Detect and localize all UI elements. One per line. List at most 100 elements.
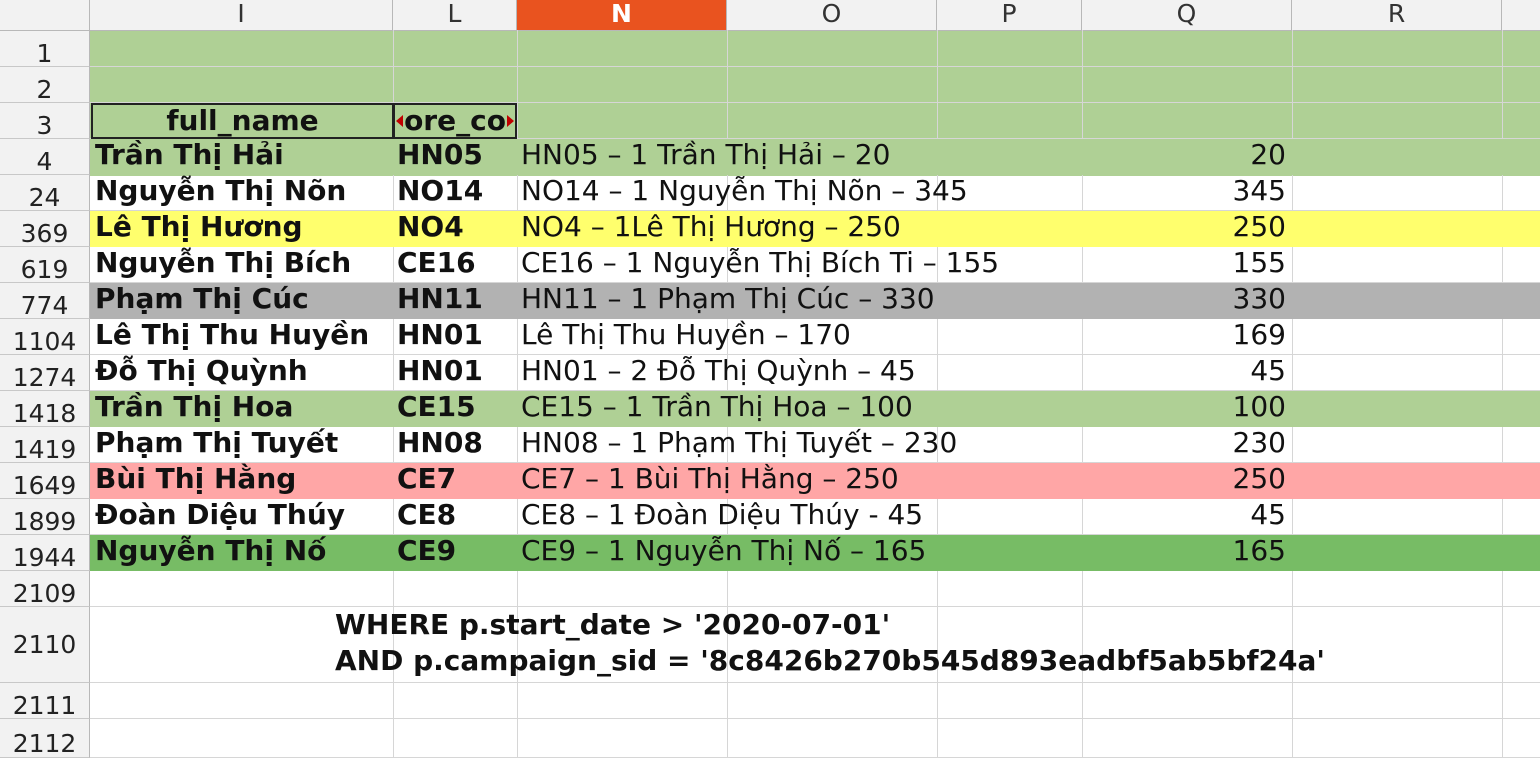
- description-cell[interactable]: CE9 – 1 Nguyễn Thị Nố – 165: [521, 534, 927, 567]
- code-cell[interactable]: HN01: [397, 354, 483, 387]
- value-cell[interactable]: 230: [1232, 426, 1286, 459]
- name-cell[interactable]: Trần Thị Hải: [95, 138, 284, 171]
- name-cell[interactable]: Bùi Thị Hằng: [95, 462, 297, 495]
- row-header[interactable]: 619: [0, 247, 90, 284]
- grid-row: [90, 355, 1540, 391]
- value-cell[interactable]: 250: [1232, 210, 1286, 243]
- row-header[interactable]: 2112: [0, 719, 90, 758]
- grid-row: [90, 427, 1540, 463]
- column-header-q[interactable]: Q: [1082, 0, 1292, 30]
- grid-row: [90, 607, 1540, 683]
- description-cell[interactable]: NO14 – 1 Nguyễn Thị Nõn – 345: [521, 174, 968, 207]
- grid-row: [90, 319, 1540, 355]
- code-cell[interactable]: CE9: [397, 534, 457, 567]
- store-code-header-cell[interactable]: ore_co: [393, 103, 517, 139]
- grid-row: [90, 103, 1540, 139]
- name-cell[interactable]: Nguyễn Thị Nõn: [95, 174, 347, 207]
- description-cell[interactable]: CE7 – 1 Bùi Thị Hằng – 250: [521, 462, 899, 495]
- data-row: [90, 391, 1540, 427]
- name-cell[interactable]: Đoàn Diệu Thúy: [95, 498, 346, 531]
- row-header[interactable]: 1418: [0, 391, 90, 428]
- grid-row: [90, 683, 1540, 719]
- name-cell[interactable]: Phạm Thị Cúc: [95, 282, 309, 315]
- value-cell[interactable]: 169: [1232, 318, 1286, 351]
- value-cell[interactable]: 330: [1232, 282, 1286, 315]
- data-row: [90, 139, 1540, 175]
- row-header[interactable]: 24: [0, 175, 90, 212]
- description-cell[interactable]: CE16 – 1 Nguyễn Thị Bích Ti – 155: [521, 246, 1000, 279]
- grid-row: [90, 67, 1540, 103]
- grid-row: [90, 719, 1540, 758]
- sql-line-1: WHERE p.start_date > '2020-07-01': [335, 608, 891, 641]
- code-cell[interactable]: CE16: [397, 246, 476, 279]
- row-header[interactable]: 1104: [0, 319, 90, 356]
- row-header[interactable]: 3: [0, 103, 90, 140]
- column-header-i[interactable]: I: [90, 0, 393, 30]
- code-cell[interactable]: HN11: [397, 282, 483, 315]
- value-cell[interactable]: 250: [1232, 462, 1286, 495]
- description-cell[interactable]: NO4 – 1Lê Thị Hương – 250: [521, 210, 901, 243]
- select-all-corner[interactable]: [0, 0, 90, 30]
- sql-note[interactable]: WHERE p.start_date > '2020-07-01' AND p.…: [335, 607, 1325, 679]
- code-cell[interactable]: CE7: [397, 462, 457, 495]
- row-header[interactable]: 369: [0, 211, 90, 248]
- row-header[interactable]: 1419: [0, 427, 90, 464]
- row-header[interactable]: 774: [0, 283, 90, 320]
- value-cell[interactable]: 45: [1250, 498, 1286, 531]
- name-cell[interactable]: Phạm Thị Tuyết: [95, 426, 339, 459]
- name-cell[interactable]: Nguyễn Thị Bích: [95, 246, 352, 279]
- description-cell[interactable]: Lê Thị Thu Huyền – 170: [521, 318, 851, 351]
- value-cell[interactable]: 345: [1232, 174, 1286, 207]
- description-cell[interactable]: CE8 – 1 Đoàn Diệu Thúy - 45: [521, 498, 924, 531]
- filter-arrow-right-icon[interactable]: [507, 115, 514, 127]
- description-cell[interactable]: HN11 – 1 Phạm Thị Cúc – 330: [521, 282, 935, 315]
- value-cell[interactable]: 20: [1250, 138, 1286, 171]
- full-name-header-cell[interactable]: full_name: [91, 103, 394, 139]
- column-header-next[interactable]: [1502, 0, 1540, 30]
- column-header-r[interactable]: R: [1292, 0, 1502, 30]
- value-cell[interactable]: 155: [1232, 246, 1286, 279]
- grid-row: [90, 247, 1540, 283]
- name-cell[interactable]: Lê Thị Thu Huyền: [95, 318, 370, 351]
- row-header[interactable]: 1274: [0, 355, 90, 392]
- description-cell[interactable]: HN01 – 2 Đỗ Thị Quỳnh – 45: [521, 354, 916, 387]
- filter-arrow-left-icon[interactable]: [396, 115, 403, 127]
- name-cell[interactable]: Đỗ Thị Quỳnh: [95, 354, 308, 387]
- column-header-o[interactable]: O: [727, 0, 937, 30]
- value-cell[interactable]: 45: [1250, 354, 1286, 387]
- name-cell[interactable]: Nguyễn Thị Nố: [95, 534, 327, 567]
- row-header[interactable]: 1899: [0, 499, 90, 536]
- row-header[interactable]: 1: [0, 31, 90, 68]
- description-cell[interactable]: CE15 – 1 Trần Thị Hoa – 100: [521, 390, 913, 423]
- code-cell[interactable]: HN08: [397, 426, 483, 459]
- row-header[interactable]: 2109: [0, 571, 90, 608]
- row-header[interactable]: 4: [0, 139, 90, 176]
- grid-row: [90, 31, 1540, 67]
- row-header[interactable]: 2: [0, 67, 90, 104]
- code-cell[interactable]: NO4: [397, 210, 464, 243]
- column-header-p[interactable]: P: [937, 0, 1082, 30]
- data-row: [90, 283, 1540, 319]
- description-cell[interactable]: HN05 – 1 Trần Thị Hải – 20: [521, 138, 891, 171]
- value-cell[interactable]: 100: [1232, 390, 1286, 423]
- code-cell[interactable]: CE8: [397, 498, 457, 531]
- sql-line-2: AND p.campaign_sid = '8c8426b270b545d893…: [335, 644, 1325, 677]
- grid-row: [90, 175, 1540, 211]
- column-header-l[interactable]: L: [393, 0, 517, 30]
- description-cell[interactable]: HN08 – 1 Phạm Thị Tuyết – 230: [521, 426, 958, 459]
- row-header[interactable]: 2110: [0, 607, 90, 683]
- row-header[interactable]: 1649: [0, 463, 90, 500]
- name-cell[interactable]: Trần Thị Hoa: [95, 390, 294, 423]
- code-cell[interactable]: HN01: [397, 318, 483, 351]
- row-header[interactable]: 1944: [0, 535, 90, 572]
- code-cell[interactable]: HN05: [397, 138, 483, 171]
- row-header[interactable]: 2111: [0, 683, 90, 720]
- column-header-n[interactable]: N: [517, 0, 727, 30]
- data-row: [90, 211, 1540, 247]
- code-cell[interactable]: NO14: [397, 174, 484, 207]
- name-cell[interactable]: Lê Thị Hương: [95, 210, 303, 243]
- value-cell[interactable]: 165: [1232, 534, 1286, 567]
- code-cell[interactable]: CE15: [397, 390, 476, 423]
- grid-row: [90, 571, 1540, 607]
